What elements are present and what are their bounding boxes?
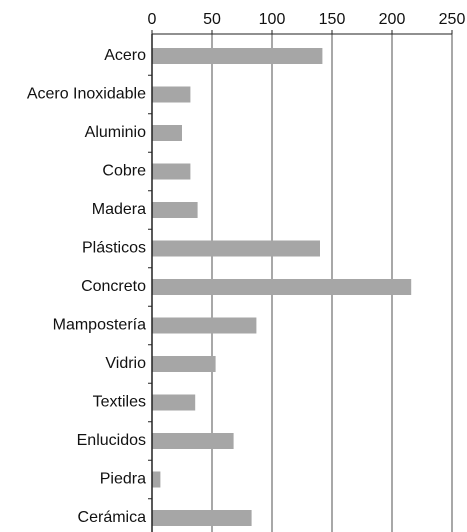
- bar: [152, 471, 161, 488]
- x-tick-label: 50: [203, 11, 221, 28]
- y-tick-label: Cerámica: [78, 509, 147, 526]
- y-tick-label: Acero: [104, 47, 146, 64]
- bar: [152, 86, 191, 103]
- x-tick-label: 200: [379, 11, 406, 28]
- y-tick-label: Mampostería: [53, 317, 146, 334]
- bar: [152, 317, 257, 334]
- bar: [152, 48, 323, 64]
- bar: [152, 240, 320, 257]
- bar: [152, 510, 252, 526]
- bar: [152, 125, 182, 141]
- bar: [152, 394, 196, 411]
- y-tick-label: Cobre: [102, 163, 146, 180]
- x-tick-label: 250: [439, 11, 466, 28]
- y-tick-label: Acero Inoxidable: [27, 86, 146, 103]
- x-tick-label: 150: [319, 11, 346, 28]
- y-tick-label: Concreto: [81, 278, 146, 295]
- y-tick-label: Vidrio: [105, 355, 146, 372]
- y-tick-label: Enlucidos: [77, 432, 146, 449]
- bar: [152, 433, 234, 449]
- y-tick-label: Plásticos: [82, 240, 146, 257]
- bar: [152, 356, 216, 372]
- y-tick-label: Aluminio: [85, 124, 146, 141]
- x-tick-label: 100: [259, 11, 286, 28]
- y-tick-label: Piedra: [100, 471, 146, 488]
- y-tick-label: Madera: [92, 201, 146, 218]
- bar: [152, 202, 198, 218]
- x-tick-label: 0: [148, 11, 157, 28]
- bar: [152, 163, 191, 180]
- y-tick-label: Textiles: [93, 394, 146, 411]
- bar: [152, 279, 412, 295]
